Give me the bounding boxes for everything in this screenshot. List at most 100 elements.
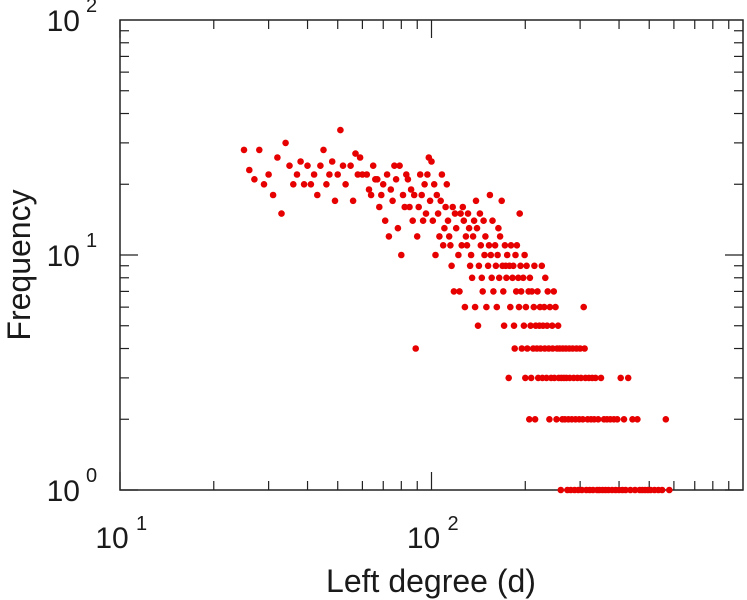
data-point (246, 166, 253, 174)
data-point (456, 288, 463, 295)
data-point (422, 210, 430, 217)
data-point (526, 416, 533, 423)
y-tick-label: 10 (47, 240, 80, 273)
x-axis-label: Left degree (d) (326, 563, 536, 599)
data-point (428, 158, 435, 165)
data-point (415, 203, 423, 211)
data-point (548, 322, 556, 330)
data-point (389, 197, 396, 205)
data-point (391, 162, 398, 169)
data-point (473, 224, 481, 232)
data-point (286, 162, 293, 169)
data-point (620, 416, 628, 423)
data-point (394, 224, 402, 232)
data-point (507, 303, 514, 311)
data-point (627, 486, 634, 494)
data-point (352, 150, 359, 157)
data-point (528, 288, 536, 295)
data-point (282, 139, 289, 147)
data-point (522, 303, 530, 311)
data-point (592, 374, 599, 382)
data-point (581, 345, 588, 352)
data-point (418, 191, 426, 199)
data-point (517, 262, 524, 270)
data-point (557, 486, 565, 494)
data-point (458, 242, 466, 249)
data-point (538, 262, 546, 270)
data-point (594, 416, 602, 423)
data-point (488, 274, 496, 282)
data-point (442, 203, 449, 211)
data-point (406, 203, 413, 211)
data-point (410, 191, 418, 199)
data-point (472, 197, 480, 205)
data-point (304, 162, 311, 169)
data-point (354, 171, 362, 178)
data-point (520, 322, 528, 330)
data-point (553, 416, 560, 423)
scatter-points (240, 126, 673, 494)
data-point (614, 416, 621, 423)
data-point (483, 303, 490, 311)
data-point (307, 181, 315, 188)
data-point (597, 374, 605, 382)
data-point (524, 345, 531, 352)
data-point (631, 486, 639, 494)
data-point (433, 191, 441, 199)
data-point (441, 224, 448, 232)
data-point (515, 274, 522, 282)
data-point (407, 186, 415, 193)
data-point (452, 224, 460, 232)
data-point (461, 303, 469, 311)
data-point (265, 171, 272, 178)
data-point (376, 203, 383, 211)
data-point (546, 416, 553, 423)
data-point (495, 224, 502, 232)
data-point (300, 181, 308, 188)
data-point (399, 191, 407, 199)
data-point (624, 374, 632, 382)
y-tick-label-exponent: 2 (86, 0, 97, 17)
data-point (339, 162, 347, 169)
data-point (369, 162, 377, 169)
data-point (416, 171, 424, 178)
data-point (385, 233, 393, 240)
data-point (486, 191, 494, 199)
data-point (437, 197, 445, 205)
data-point (274, 154, 281, 161)
data-point (552, 303, 559, 311)
data-point (617, 374, 624, 382)
data-point (501, 242, 509, 249)
data-point (526, 274, 534, 282)
data-point (527, 322, 534, 330)
axis-ticks (119, 20, 743, 491)
data-point (516, 210, 523, 217)
y-axis-label: Frequency (1, 189, 37, 340)
data-point (438, 171, 446, 178)
data-point (517, 288, 525, 295)
data-point (421, 181, 428, 188)
data-point (468, 274, 476, 282)
data-point (463, 242, 471, 249)
data-point (489, 217, 496, 224)
data-point (455, 251, 462, 259)
data-point (328, 158, 336, 165)
data-point (509, 274, 516, 282)
data-point (534, 288, 541, 295)
data-point (503, 274, 510, 282)
data-point (521, 251, 528, 259)
data-point (448, 262, 455, 270)
data-point (363, 171, 371, 178)
data-point (580, 303, 587, 311)
data-point (507, 242, 515, 249)
data-point (546, 303, 554, 311)
data-point (444, 217, 452, 224)
data-point (392, 176, 400, 183)
data-point (475, 262, 483, 270)
data-point (658, 486, 666, 494)
data-point (426, 197, 434, 205)
data-point (634, 416, 641, 423)
data-point (518, 345, 526, 352)
data-point (374, 176, 381, 183)
data-point (505, 374, 512, 382)
